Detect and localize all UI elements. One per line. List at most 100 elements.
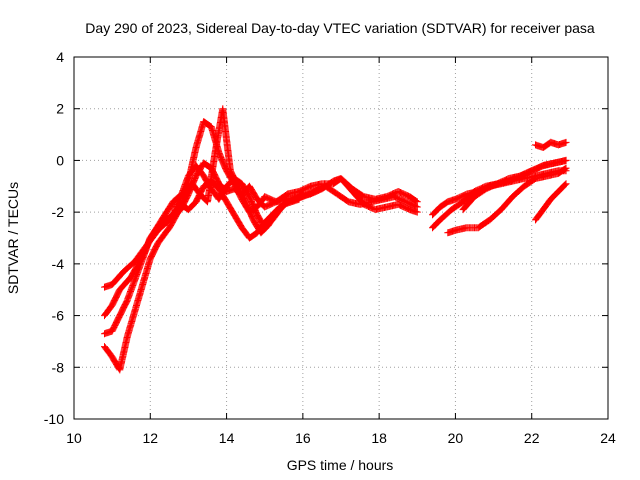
data-point-group xyxy=(246,182,260,202)
data-point-group xyxy=(230,211,245,231)
data-point-group xyxy=(459,188,477,206)
data-point-group xyxy=(532,207,546,224)
data-point-group xyxy=(448,199,466,214)
y-tick-label: -4 xyxy=(52,256,65,272)
data-point-group xyxy=(162,211,176,224)
series-track-i xyxy=(459,156,570,214)
series-track-j xyxy=(532,180,570,224)
data-point-group xyxy=(429,204,443,219)
data-point-group xyxy=(436,198,451,211)
data-point xyxy=(413,203,421,211)
series-track-h xyxy=(444,164,570,237)
data-point-group xyxy=(390,193,409,205)
y-tick-label: -8 xyxy=(52,359,65,375)
data-point-group xyxy=(406,193,420,205)
data-point-group xyxy=(539,196,554,214)
data-point-group xyxy=(516,167,535,180)
data-point xyxy=(562,164,570,172)
data-point-group xyxy=(158,199,176,224)
data-point xyxy=(562,180,570,188)
data-point-group xyxy=(246,193,261,218)
data-point-group xyxy=(337,175,356,194)
data-point-group xyxy=(116,297,131,320)
data-points xyxy=(101,105,570,374)
data-point-group xyxy=(486,206,504,224)
x-tick-label: 24 xyxy=(600,430,616,446)
data-point-group xyxy=(192,162,207,179)
data-point-group xyxy=(394,188,412,200)
data-point-group xyxy=(215,149,230,174)
data-point-group xyxy=(268,204,283,219)
data-point-group xyxy=(123,308,139,340)
data-point-group xyxy=(192,119,207,151)
x-tick-label: 16 xyxy=(295,430,311,446)
x-tick-label: 12 xyxy=(142,430,158,446)
y-tick-label: -10 xyxy=(44,411,64,427)
data-point-group xyxy=(242,198,257,223)
y-tick-label: 2 xyxy=(56,101,64,117)
data-point-group xyxy=(169,201,184,219)
data-point-group xyxy=(520,175,538,190)
data-point-group xyxy=(101,302,115,320)
data-point-group xyxy=(108,313,123,335)
data-point-group xyxy=(532,172,550,182)
data-point-group xyxy=(200,118,214,130)
series-track-e xyxy=(169,177,307,242)
series-track-k xyxy=(532,138,570,151)
data-point-group xyxy=(234,182,249,205)
data-point-group xyxy=(528,162,546,175)
data-point-group xyxy=(402,198,420,210)
data-point-group xyxy=(554,181,569,195)
data-point-group xyxy=(108,287,123,309)
data-point-group xyxy=(509,183,527,201)
data-point-group xyxy=(154,225,173,247)
plot-border xyxy=(73,56,609,420)
y-tick-label: -6 xyxy=(52,308,65,324)
data-point-group xyxy=(505,173,523,185)
data-point-group xyxy=(429,217,443,232)
x-tick-label: 22 xyxy=(524,430,540,446)
data-point-group xyxy=(192,183,207,206)
x-tick-label: 10 xyxy=(66,430,82,446)
y-axis-label: SDTVAR / TECUs xyxy=(5,182,21,294)
data-point-group xyxy=(291,191,306,203)
data-point-group xyxy=(169,188,188,206)
data-point-group xyxy=(497,194,516,214)
data-point-group xyxy=(261,193,279,205)
data-point-group xyxy=(108,269,127,288)
data-point-group xyxy=(120,258,138,276)
data-point-group xyxy=(246,230,260,242)
data-point-group xyxy=(295,183,313,195)
chart-title: Day 290 of 2023, Sidereal Day-to-day VTE… xyxy=(85,20,595,36)
data-point-group xyxy=(215,185,230,205)
axis-ticks xyxy=(73,56,609,420)
data-point-group xyxy=(139,235,154,260)
data-point-group xyxy=(547,188,562,203)
data-point-group xyxy=(554,165,569,177)
data-point-group xyxy=(184,199,199,214)
data-point-group xyxy=(139,256,154,288)
data-point-group xyxy=(451,191,470,203)
data-point-group xyxy=(482,180,500,193)
y-tick-label: 4 xyxy=(56,49,64,65)
data-point-group xyxy=(101,343,115,360)
data-point-group xyxy=(253,220,268,237)
y-tick-label: 0 xyxy=(56,152,64,168)
data-point-group xyxy=(474,217,493,232)
data-point-group xyxy=(322,182,340,197)
data-point-group xyxy=(257,222,272,237)
data-point-group xyxy=(471,186,489,201)
data-point-group xyxy=(146,217,165,242)
data-point-group xyxy=(436,206,455,224)
data-point-group xyxy=(219,105,234,173)
data-point xyxy=(562,138,570,146)
x-axis-label: GPS time / hours xyxy=(287,457,394,473)
data-point-group xyxy=(459,194,478,214)
x-tick-label: 20 xyxy=(448,430,464,446)
data-point-group xyxy=(207,177,222,192)
data-point-group xyxy=(116,334,131,374)
data-point-group xyxy=(223,198,238,218)
data-point xyxy=(299,190,307,198)
